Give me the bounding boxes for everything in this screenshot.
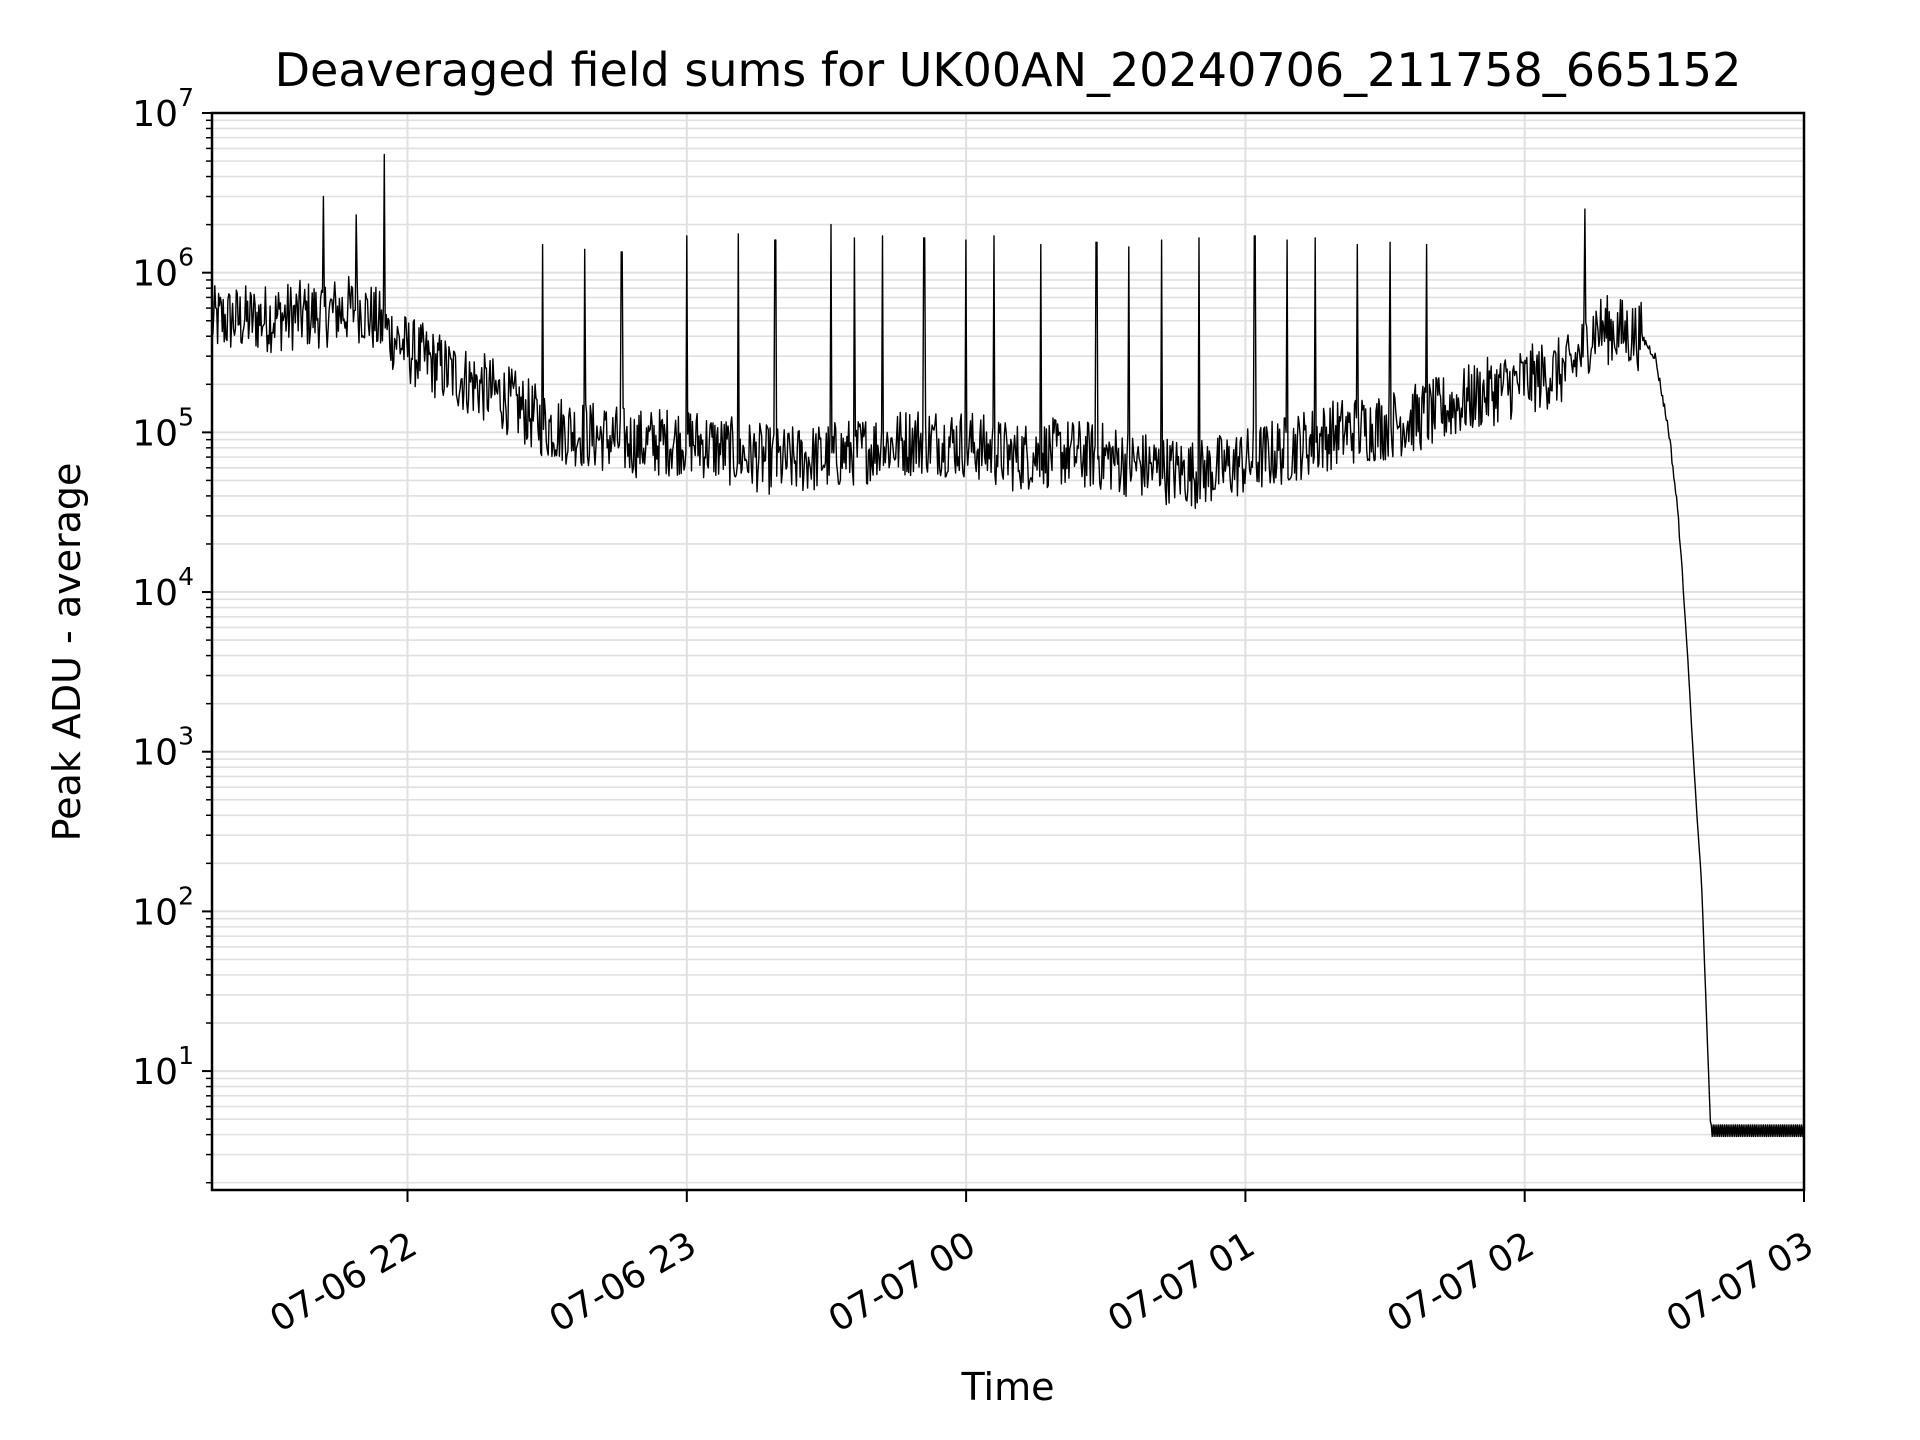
y-tick-label-base: 10: [132, 733, 178, 774]
data-layer: [211, 153, 1805, 1138]
x-axis-label: Time: [961, 1365, 1055, 1409]
y-tick-label-base: 10: [132, 254, 178, 295]
y-tick-label-base: 10: [132, 413, 178, 454]
series-line: [211, 153, 1805, 1138]
y-tick-label: 107: [132, 83, 194, 135]
y-tick-label-exponent: 4: [178, 562, 194, 591]
y-tick-label-base: 10: [132, 94, 178, 135]
y-tick-label-base: 10: [132, 573, 178, 614]
y-tick-label-exponent: 3: [178, 722, 194, 751]
y-tick-label-exponent: 6: [178, 243, 194, 272]
y-tick-label: 103: [132, 722, 194, 774]
y-tick-label: 101: [132, 1041, 194, 1093]
y-tick-label: 105: [132, 402, 194, 454]
plot-frame: [210, 111, 1806, 1192]
y-tick-label: 106: [132, 243, 194, 295]
y-tick-label-exponent: 7: [178, 83, 194, 112]
y-tick-label-base: 10: [132, 1052, 178, 1093]
y-tick-label-exponent: 5: [178, 402, 194, 431]
y-tick-label-exponent: 2: [178, 881, 194, 910]
chart-title: Deaveraged field sums for UK00AN_2024070…: [275, 43, 1742, 97]
y-tick-label-base: 10: [132, 892, 178, 933]
y-tick-label-exponent: 1: [178, 1041, 194, 1070]
y-axis-label: Peak ADU - average: [45, 463, 89, 842]
y-tick-label: 104: [132, 562, 194, 614]
y-tick-label: 102: [132, 881, 194, 933]
